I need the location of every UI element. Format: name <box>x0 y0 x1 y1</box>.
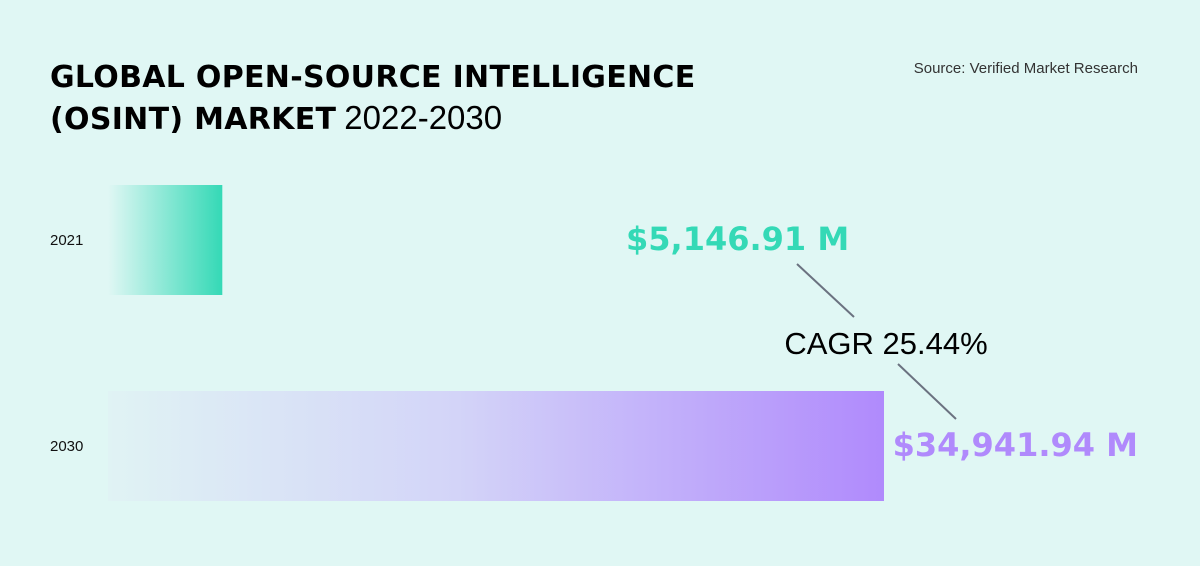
title-line-2: (OSINT) MARKET <box>50 102 337 137</box>
value-label-2030: $34,941.94 M <box>893 426 1138 464</box>
title-years: 2022-2030 <box>344 99 503 136</box>
value-label-2021: $5,146.91 M <box>626 220 849 258</box>
category-label-2030: 2030 <box>50 438 83 455</box>
cagr-annotation: CAGR 25.44% <box>784 326 987 361</box>
connector-line-top <box>796 263 855 318</box>
source-note: Source: Verified Market Research <box>913 60 1138 77</box>
connector-line-bottom <box>897 363 957 420</box>
category-label-2021: 2021 <box>50 232 83 249</box>
bar-2021 <box>108 185 223 295</box>
bar-2030 <box>108 391 884 501</box>
chart-title: GLOBAL OPEN-SOURCE INTELLIGENCE (OSINT) … <box>50 58 696 140</box>
title-line-1: GLOBAL OPEN-SOURCE INTELLIGENCE <box>50 60 696 95</box>
